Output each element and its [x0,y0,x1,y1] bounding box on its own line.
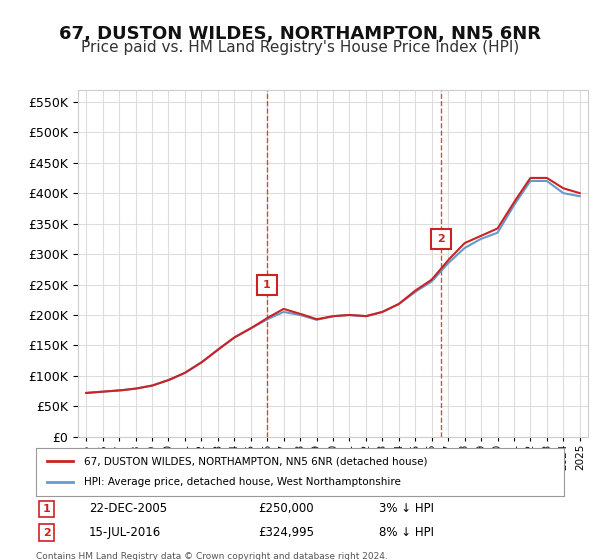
Text: 1: 1 [43,504,50,514]
Text: 67, DUSTON WILDES, NORTHAMPTON, NN5 6NR: 67, DUSTON WILDES, NORTHAMPTON, NN5 6NR [59,25,541,43]
Text: 2: 2 [43,528,50,538]
Text: 2: 2 [437,234,445,244]
Text: 3% ↓ HPI: 3% ↓ HPI [379,502,434,515]
Text: 22-DEC-2005: 22-DEC-2005 [89,502,167,515]
Text: 8% ↓ HPI: 8% ↓ HPI [379,526,434,539]
Text: Contains HM Land Registry data © Crown copyright and database right 2024.
This d: Contains HM Land Registry data © Crown c… [36,552,388,560]
Text: £324,995: £324,995 [258,526,314,539]
Text: 67, DUSTON WILDES, NORTHAMPTON, NN5 6NR (detached house): 67, DUSTON WILDES, NORTHAMPTON, NN5 6NR … [83,456,427,466]
Text: HPI: Average price, detached house, West Northamptonshire: HPI: Average price, detached house, West… [83,477,400,487]
Text: £250,000: £250,000 [258,502,313,515]
Text: 1: 1 [263,279,271,290]
Text: Price paid vs. HM Land Registry's House Price Index (HPI): Price paid vs. HM Land Registry's House … [81,40,519,55]
Text: 15-JUL-2016: 15-JUL-2016 [89,526,161,539]
